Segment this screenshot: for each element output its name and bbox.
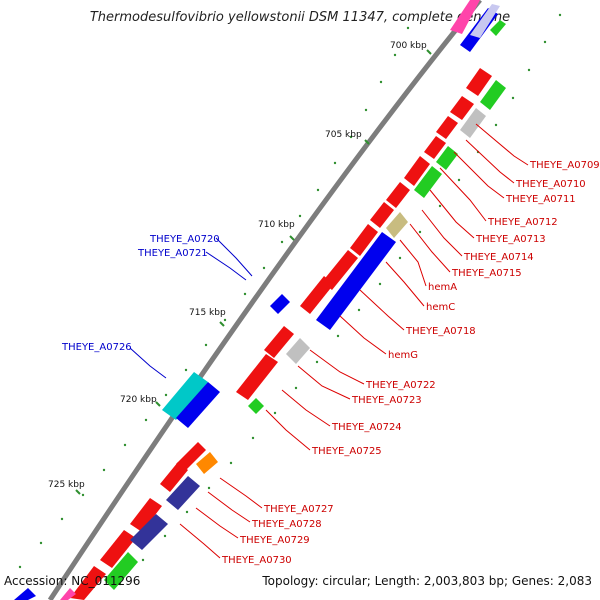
feature-lavender-top (470, 4, 500, 38)
label-THEYE_A0723: THEYE_A0723 (351, 395, 422, 406)
feature-A0715 (370, 202, 394, 228)
tick-label-720: 720 kbp (120, 395, 157, 405)
label-hemA: hemA (428, 282, 457, 293)
feature-A0720 (270, 294, 290, 314)
feature-A0725 (160, 462, 188, 492)
label-THEYE_A0722: THEYE_A0722 (365, 380, 436, 391)
label-THEYE_A0724: THEYE_A0724 (331, 422, 402, 433)
label-THEYE_A0725: THEYE_A0725 (311, 446, 382, 457)
genome-summary: Topology: circular; Length: 2,003,803 bp… (262, 574, 592, 588)
feature-green-4 (248, 398, 264, 414)
feature-A0729 (100, 530, 136, 568)
feature-A0722 (236, 354, 278, 400)
feature-green-3 (414, 166, 442, 198)
genome-backbone (47, 0, 482, 600)
label-THEYE_A0720: THEYE_A0720 (149, 234, 220, 245)
feature-A0713 (404, 156, 430, 186)
label-THEYE_A0728: THEYE_A0728 (251, 519, 322, 530)
feature-A0726-cyan (162, 372, 208, 420)
feature-navy (166, 476, 200, 510)
tick-label-715: 715 kbp (189, 308, 226, 318)
label-THEYE_A0721: THEYE_A0721 (137, 248, 208, 259)
label-THEYE_A0713: THEYE_A0713 (475, 234, 546, 245)
feature-navy-2 (130, 514, 168, 550)
feature-green-top (490, 20, 506, 36)
label-THEYE_A0714: THEYE_A0714 (463, 252, 534, 263)
label-hemG: hemG (388, 350, 418, 361)
feature-pink-top (450, 0, 480, 34)
feature-orange (196, 452, 218, 474)
feature-A0712 (424, 136, 446, 159)
gene-labels-right: THEYE_A0709 THEYE_A0710 THEYE_A0711 THEY… (221, 160, 600, 566)
label-THEYE_A0711: THEYE_A0711 (505, 194, 576, 205)
label-THEYE_A0709: THEYE_A0709 (529, 160, 600, 171)
accession-label: Accession: NC_011296 (4, 574, 141, 588)
label-THEYE_A0715: THEYE_A0715 (451, 268, 522, 279)
feature-A0718 (300, 276, 334, 314)
outer-dotted-ring (18, 26, 410, 569)
label-THEYE_A0710: THEYE_A0710 (515, 179, 586, 190)
label-THEYE_A0712: THEYE_A0712 (487, 217, 558, 228)
map-title: Thermodesulfovibrio yellowstonii DSM 113… (89, 10, 511, 25)
feature-pink-bottom (60, 588, 76, 600)
feature-olive (386, 212, 408, 238)
tick-label-710: 710 kbp (258, 220, 295, 230)
feature-green-1 (480, 80, 506, 110)
label-THEYE_A0727: THEYE_A0727 (263, 504, 334, 515)
feature-A0724 (176, 442, 206, 472)
feature-A0711 (436, 116, 458, 139)
leader-lines-left (129, 237, 253, 379)
tick-label-705: 705 kbp (325, 130, 362, 140)
feature-A0728 (130, 498, 162, 532)
label-THEYE_A0729: THEYE_A0729 (239, 535, 310, 546)
feature-hemG (264, 326, 294, 358)
feature-A0726-blue (176, 382, 220, 428)
feature-hemC (322, 250, 358, 290)
feature-green-5 (104, 552, 138, 590)
tick-labels: 700 kbp 705 kbp 710 kbp 715 kbp 720 kbp … (48, 41, 427, 490)
feature-A0710 (450, 96, 474, 120)
feature-A0714 (386, 182, 410, 208)
label-hemC: hemC (426, 302, 455, 313)
feature-A0709 (466, 68, 492, 96)
label-THEYE_A0726: THEYE_A0726 (61, 342, 132, 353)
feature-grey-2 (286, 338, 310, 364)
leader-lines-right (179, 123, 529, 559)
feature-blue-A0718 (316, 232, 396, 330)
feature-blocks (14, 0, 506, 600)
feature-green-2 (436, 146, 458, 170)
feature-bottom-blue (14, 588, 36, 600)
tick-marks (75, 49, 432, 495)
tick-label-725: 725 kbp (48, 480, 85, 490)
label-THEYE_A0718: THEYE_A0718 (405, 326, 476, 337)
inner-dotted-ring (118, 13, 562, 586)
label-THEYE_A0730: THEYE_A0730 (221, 555, 292, 566)
feature-grey-1 (460, 108, 486, 138)
feature-A0730 (70, 566, 106, 600)
gene-labels-left: THEYE_A0720 THEYE_A0721 THEYE_A0726 (61, 234, 220, 353)
tick-label-700: 700 kbp (390, 41, 427, 51)
feature-hemA (350, 224, 378, 256)
